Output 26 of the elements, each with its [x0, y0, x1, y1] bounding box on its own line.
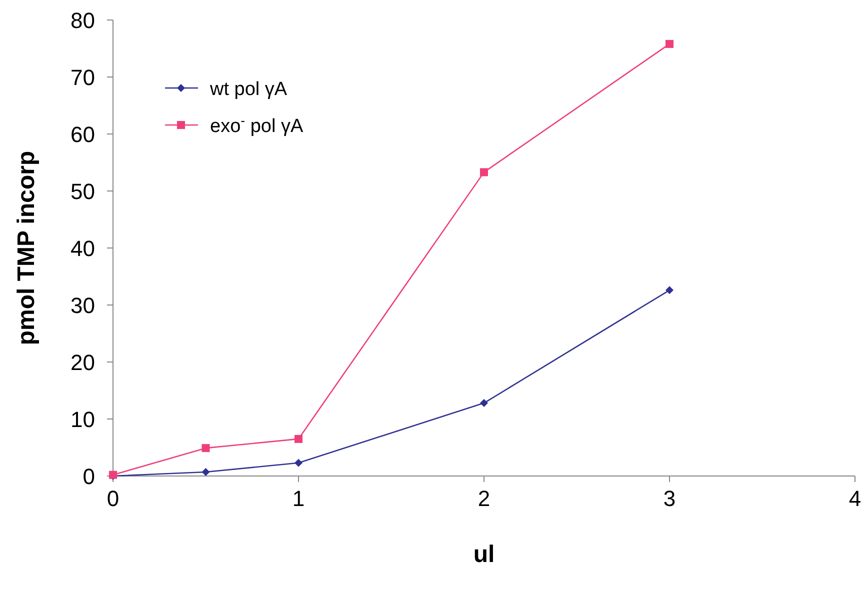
point	[202, 468, 210, 476]
x-tick-label: 4	[848, 486, 862, 511]
y-tick-label: 40	[70, 236, 95, 261]
x-tick-label: 3	[663, 486, 676, 511]
y-tick-label: 60	[70, 122, 95, 147]
y-tick-label: 70	[70, 65, 95, 90]
point	[480, 399, 488, 408]
point	[666, 286, 674, 294]
y-tick-label: 20	[70, 350, 95, 375]
x-axis-title: ul	[473, 541, 495, 568]
y-tick-label: 30	[70, 293, 95, 318]
point	[294, 458, 302, 467]
x-tick-label: 2	[478, 486, 490, 511]
y-tick-label: 10	[70, 407, 95, 432]
y-tick-label: 0	[82, 464, 95, 489]
legend-label: exo$^{-}$ pol γA	[210, 112, 304, 137]
y-axis-title: pmol TMP incorp	[13, 150, 40, 346]
point	[202, 444, 210, 452]
x-tick-label: 0	[106, 486, 120, 511]
y-tick-label: 80	[70, 8, 95, 33]
x-tick-label: 1	[292, 486, 305, 511]
point	[480, 168, 488, 176]
y-tick-label: 50	[70, 179, 95, 204]
legend-label: wt pol γA	[209, 79, 288, 100]
point	[666, 40, 674, 48]
point	[294, 434, 302, 443]
